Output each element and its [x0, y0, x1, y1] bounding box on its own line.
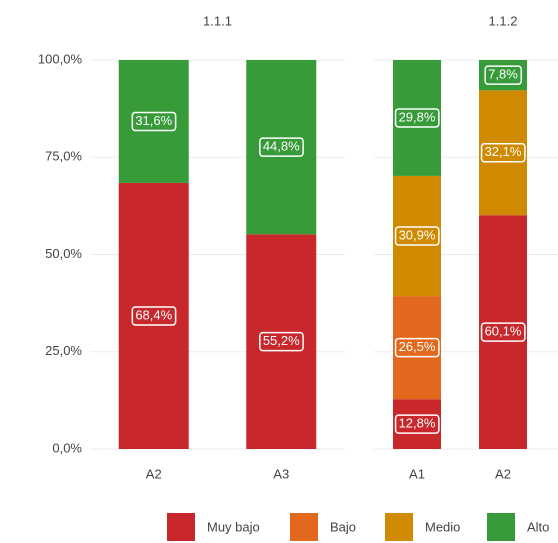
y-tick-label: 25,0% [45, 343, 82, 358]
value-label: 32,1% [485, 144, 522, 159]
legend-label: Bajo [330, 519, 356, 534]
facet-title: 1.1.1 [203, 13, 232, 28]
value-label-box [394, 108, 440, 128]
legend-key [290, 513, 318, 541]
value-label-box [131, 306, 177, 326]
y-tick-label: 0,0% [52, 440, 82, 455]
value-label: 30,9% [399, 227, 436, 242]
value-label: 55,2% [263, 333, 300, 348]
x-tick-label: A3 [273, 466, 289, 481]
value-label-box [394, 226, 440, 246]
legend-label: Alto [527, 519, 549, 534]
value-label-box [131, 111, 177, 132]
legend-label: Medio [425, 519, 460, 534]
y-tick-label: 50,0% [45, 246, 82, 261]
x-tick-label: A2 [495, 466, 511, 481]
value-label-box [480, 143, 526, 163]
value-label: 44,8% [263, 139, 300, 154]
legend-key [167, 513, 195, 541]
y-tick-label: 75,0% [45, 149, 82, 164]
value-label: 26,5% [399, 339, 436, 354]
value-label-box [480, 322, 526, 342]
value-label: 12,8% [399, 416, 436, 431]
legend-key [487, 513, 515, 541]
value-label: 68,4% [135, 307, 172, 322]
x-tick-label: A2 [146, 466, 162, 481]
value-label-box [484, 65, 523, 85]
facet-title: 1.1.2 [489, 13, 518, 28]
x-tick-label: A1 [409, 466, 425, 481]
value-label: 31,6% [135, 113, 172, 128]
legend-key [385, 513, 413, 541]
value-label: 60,1% [485, 324, 522, 339]
value-label: 7,8% [488, 67, 518, 82]
value-label-box [259, 331, 304, 352]
y-tick-label: 100,0% [38, 51, 83, 66]
legend-label: Muy bajo [207, 519, 260, 534]
value-label: 29,8% [399, 109, 436, 124]
value-label-box [394, 414, 440, 434]
value-label-box [394, 337, 440, 358]
value-label-box [259, 137, 304, 157]
